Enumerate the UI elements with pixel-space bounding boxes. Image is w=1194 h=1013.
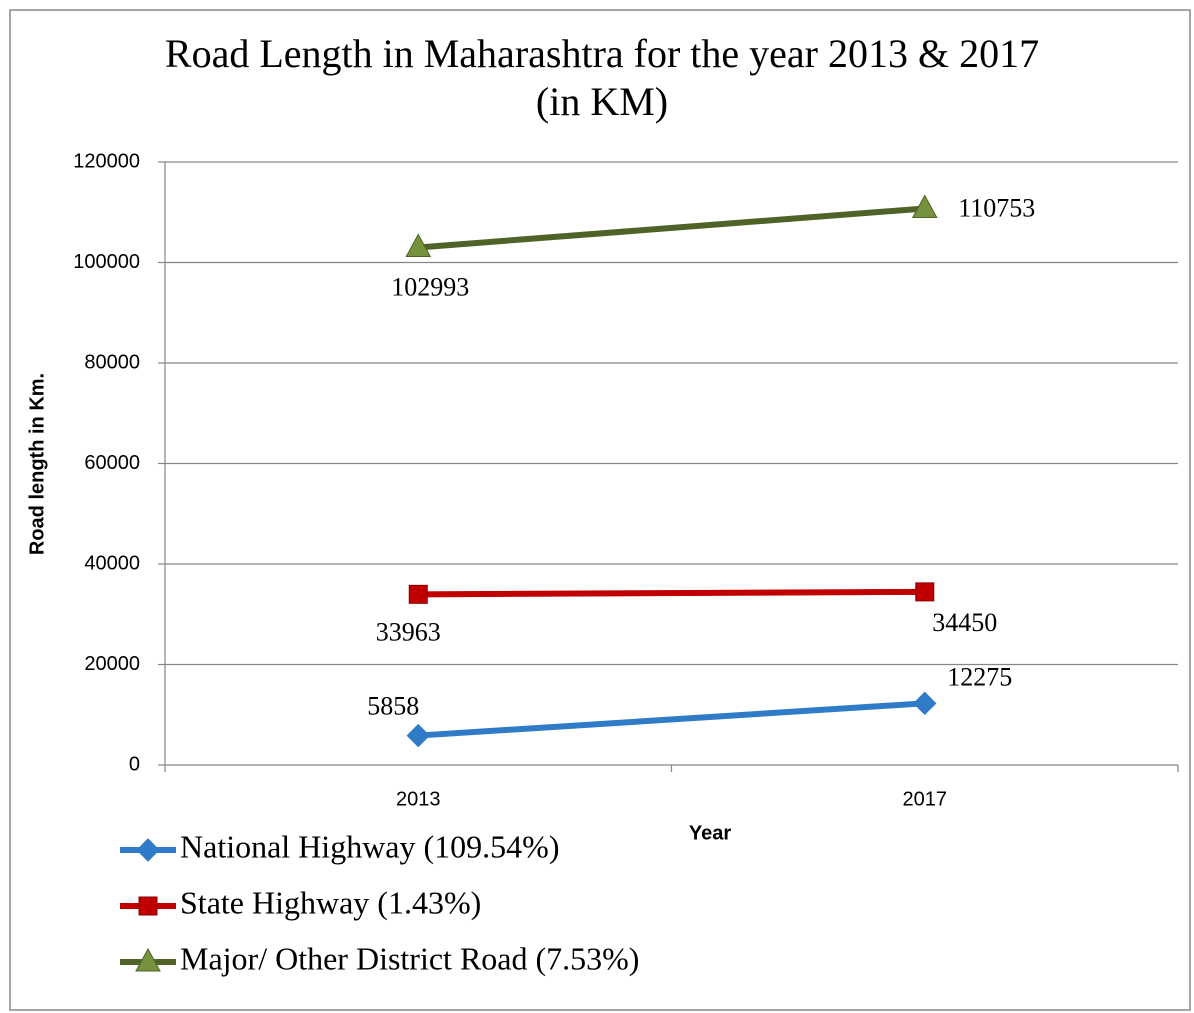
series-line [418, 588, 925, 598]
legend-marker [136, 838, 160, 862]
data-label: 33963 [376, 617, 441, 646]
y-tick-label: 120000 [73, 150, 140, 172]
y-tick-label: 100000 [73, 251, 140, 273]
chart-title: (in KM) [536, 79, 668, 124]
chart-title: Road Length in Maharashtra for the year … [165, 31, 1039, 76]
data-point [911, 194, 938, 218]
data-point [913, 691, 937, 716]
x-axis-label: Year [689, 822, 731, 844]
series-line [418, 700, 925, 739]
data-point [405, 233, 432, 257]
data-label: 5858 [367, 692, 419, 721]
y-tick-label: 20000 [84, 653, 140, 675]
data-label: 102993 [391, 272, 469, 301]
chart-frame [9, 9, 1191, 1011]
data-point [915, 582, 935, 602]
data-point [406, 723, 430, 748]
y-axis-label: Road length in Km. [26, 373, 48, 555]
legend-label: Major/ Other District Road (7.53%) [180, 940, 639, 976]
x-tick-label: 2013 [396, 788, 441, 810]
series-line [418, 205, 925, 251]
y-tick-label: 0 [129, 753, 140, 775]
data-point [408, 584, 428, 604]
data-label: 12275 [947, 662, 1012, 691]
legend-label: State Highway (1.43%) [180, 884, 481, 920]
legend-label: National Highway (109.54%) [180, 828, 559, 864]
x-tick-label: 2017 [903, 788, 948, 810]
legend-marker [135, 947, 161, 972]
y-tick-label: 40000 [84, 552, 140, 574]
data-label: 34450 [932, 608, 997, 637]
data-label: 110753 [958, 193, 1035, 222]
y-tick-label: 60000 [84, 452, 140, 474]
y-tick-label: 80000 [84, 351, 140, 373]
legend-marker [138, 896, 158, 916]
